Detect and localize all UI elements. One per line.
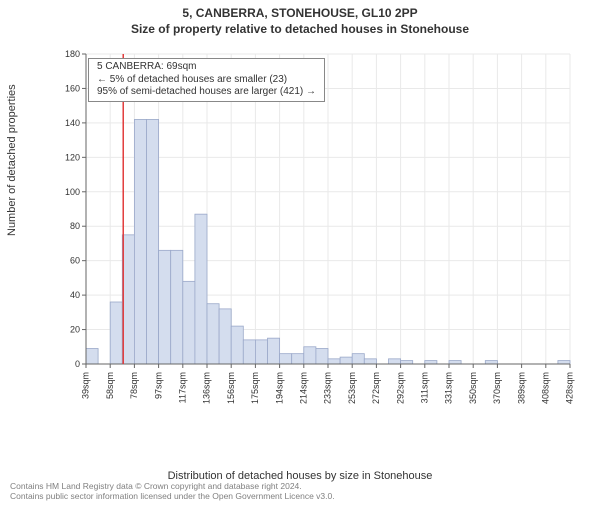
annotation-line-1: 5 CANBERRA: 69sqm: [97, 61, 316, 74]
footer-line-2: Contains public sector information licen…: [10, 492, 335, 502]
plot-svg: 0 20 40 60 80 100 120 140 160 180 39sqm 58sqm 78sqm 9…: [58, 50, 578, 420]
title-line-2: Size of property relative to detached ho…: [0, 22, 600, 36]
svg-text:194sqm: 194sqm: [274, 372, 284, 404]
annotation-line-3: 95% of semi-detached houses are larger (…: [97, 86, 316, 99]
y-axis-label: Number of detached properties: [6, 84, 18, 236]
svg-text:40: 40: [70, 290, 80, 300]
footer-attribution: Contains HM Land Registry data © Crown c…: [10, 482, 335, 502]
histogram-plot: 0 20 40 60 80 100 120 140 160 180 39sqm 58sqm 78sqm 9…: [58, 50, 578, 420]
svg-text:370sqm: 370sqm: [492, 372, 502, 404]
svg-text:408sqm: 408sqm: [541, 372, 551, 404]
svg-text:78sqm: 78sqm: [129, 372, 139, 399]
svg-text:331sqm: 331sqm: [444, 372, 454, 404]
svg-text:350sqm: 350sqm: [468, 372, 478, 404]
title-line-1: 5, CANBERRA, STONEHOUSE, GL10 2PP: [0, 6, 600, 20]
svg-text:136sqm: 136sqm: [202, 372, 212, 404]
svg-text:120: 120: [65, 152, 80, 162]
svg-text:311sqm: 311sqm: [420, 372, 430, 403]
annotation-box: 5 CANBERRA: 69sqm ← 5% of detached house…: [88, 58, 325, 102]
annotation-line-2: ← 5% of detached houses are smaller (23): [97, 74, 316, 87]
svg-text:253sqm: 253sqm: [347, 372, 357, 404]
svg-text:233sqm: 233sqm: [323, 372, 333, 404]
x-axis-label: Distribution of detached houses by size …: [0, 470, 600, 482]
svg-text:180: 180: [65, 50, 80, 59]
svg-text:60: 60: [70, 256, 80, 266]
svg-text:100: 100: [65, 187, 80, 197]
svg-text:156sqm: 156sqm: [226, 372, 236, 404]
svg-text:175sqm: 175sqm: [250, 372, 260, 404]
svg-text:428sqm: 428sqm: [565, 372, 575, 404]
svg-text:97sqm: 97sqm: [153, 372, 163, 399]
svg-text:117sqm: 117sqm: [178, 372, 188, 403]
svg-text:20: 20: [70, 325, 80, 335]
svg-text:272sqm: 272sqm: [371, 372, 381, 404]
svg-text:58sqm: 58sqm: [105, 372, 115, 399]
svg-text:160: 160: [65, 83, 80, 93]
svg-text:0: 0: [75, 359, 80, 369]
svg-text:214sqm: 214sqm: [299, 372, 309, 404]
svg-text:39sqm: 39sqm: [81, 372, 91, 399]
svg-text:292sqm: 292sqm: [395, 372, 405, 404]
svg-text:80: 80: [70, 221, 80, 231]
svg-text:389sqm: 389sqm: [516, 372, 526, 404]
svg-text:140: 140: [65, 118, 80, 128]
